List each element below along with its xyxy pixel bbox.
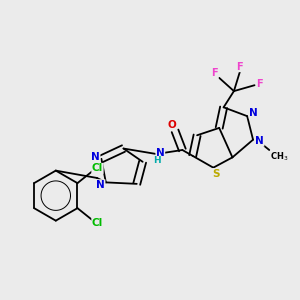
Text: F: F xyxy=(236,62,243,72)
Text: N: N xyxy=(255,136,264,146)
Text: CH$_3$: CH$_3$ xyxy=(270,151,288,164)
Text: O: O xyxy=(168,120,176,130)
Text: Cl: Cl xyxy=(92,164,103,173)
Text: F: F xyxy=(212,68,218,78)
Text: N: N xyxy=(249,108,258,118)
Text: F: F xyxy=(256,79,263,89)
Text: S: S xyxy=(212,169,220,178)
Text: N: N xyxy=(91,152,100,162)
Text: Cl: Cl xyxy=(92,218,103,228)
Text: H: H xyxy=(154,156,161,165)
Text: N: N xyxy=(156,148,165,158)
Text: N: N xyxy=(96,180,105,190)
